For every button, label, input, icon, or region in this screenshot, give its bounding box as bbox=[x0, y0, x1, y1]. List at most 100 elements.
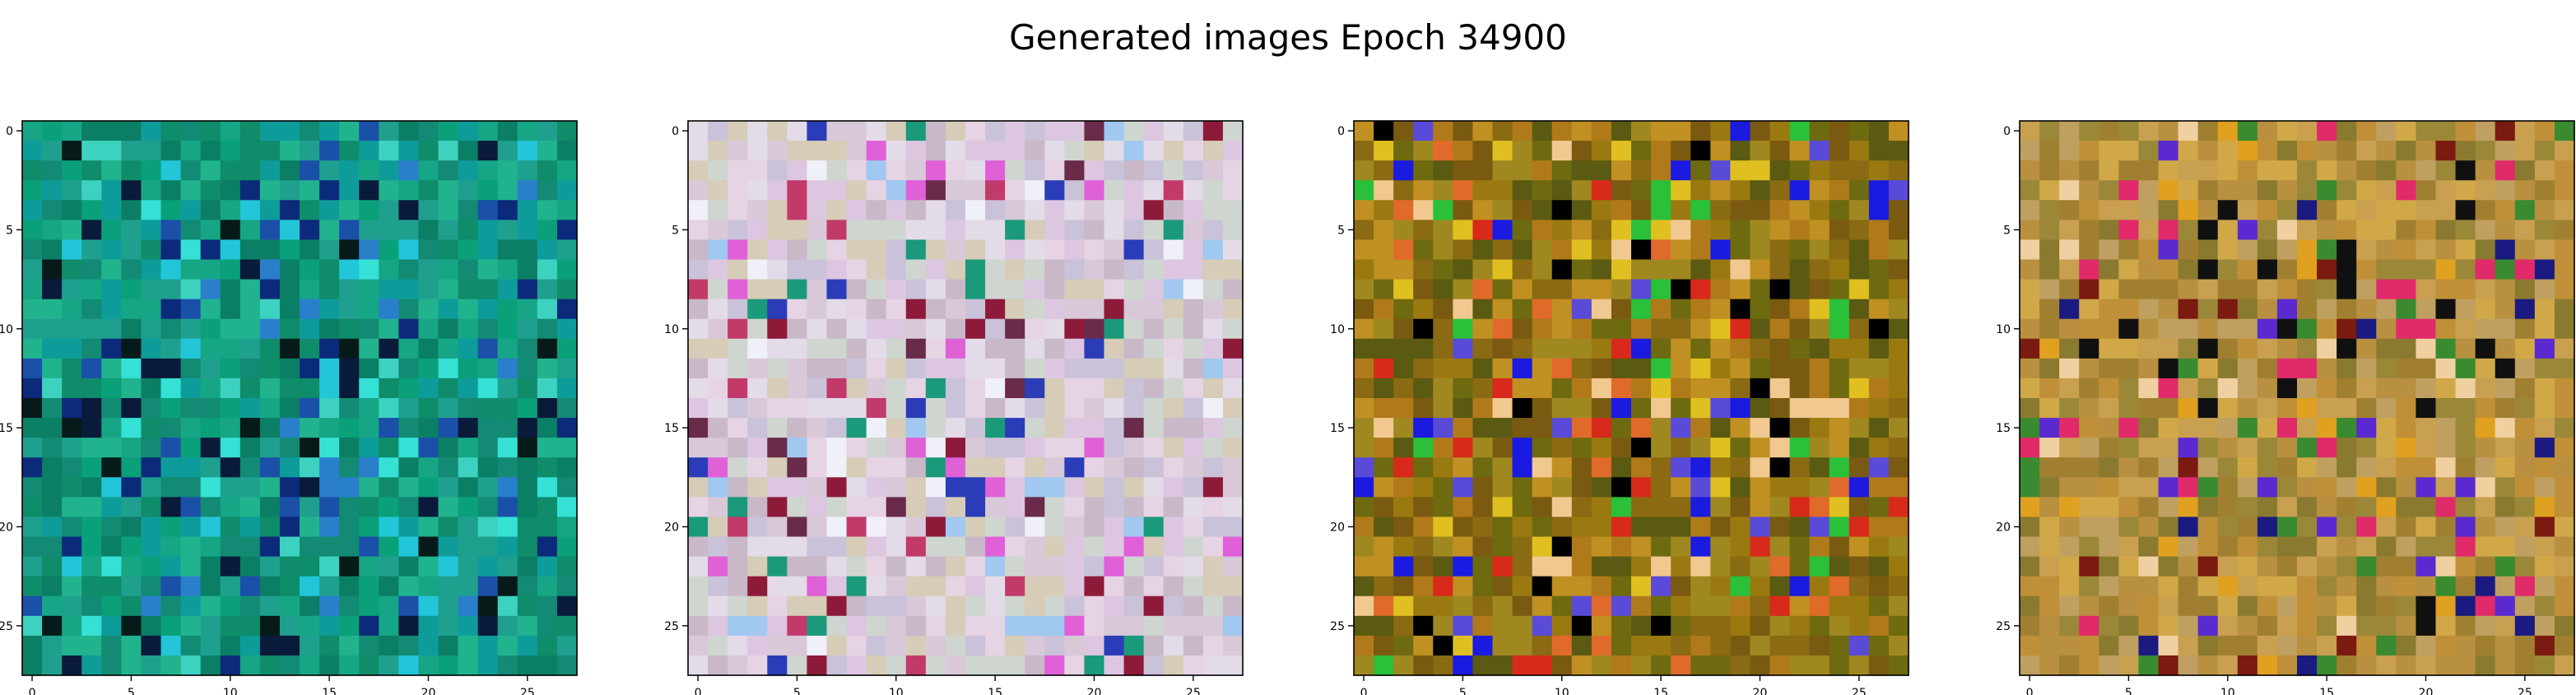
pixel-cell bbox=[1809, 121, 1830, 141]
pixel-cell bbox=[279, 121, 300, 141]
pixel-cell bbox=[1354, 200, 1374, 220]
pixel-cell bbox=[2138, 477, 2160, 498]
pixel-cell bbox=[1005, 259, 1025, 280]
pixel-cell bbox=[2118, 338, 2140, 359]
pixel-cell bbox=[1354, 358, 1374, 379]
pixel-cell bbox=[2475, 121, 2496, 141]
pixel-cell bbox=[160, 418, 182, 438]
pixel-cell bbox=[2099, 318, 2119, 340]
pixel-cell bbox=[1631, 299, 1652, 320]
pixel-cell bbox=[1163, 615, 1184, 637]
pixel-cell bbox=[2079, 259, 2099, 280]
pixel-cell bbox=[239, 121, 261, 141]
pixel-cell bbox=[2217, 299, 2239, 320]
pixel-cell bbox=[259, 497, 281, 518]
pixel-cell bbox=[497, 160, 518, 181]
pixel-cell bbox=[2158, 338, 2179, 359]
pixel-cell bbox=[279, 220, 300, 241]
pixel-cell bbox=[379, 635, 399, 656]
pixel-cell bbox=[985, 477, 1006, 498]
pixel-cell bbox=[2138, 635, 2160, 656]
pixel-cell bbox=[2554, 318, 2575, 340]
pixel-cell bbox=[517, 318, 538, 340]
pixel-cell bbox=[1222, 180, 1244, 201]
pixel-cell bbox=[1064, 141, 1086, 161]
pixel-cell bbox=[1064, 457, 1086, 478]
pixel-cell bbox=[1710, 477, 1731, 498]
pixel-cell bbox=[200, 655, 221, 676]
pixel-cell bbox=[1789, 338, 1811, 359]
pixel-cell bbox=[1690, 121, 1711, 141]
pixel-cell bbox=[1393, 378, 1414, 399]
pixel-cell bbox=[2337, 398, 2357, 419]
pixel-cell bbox=[279, 635, 300, 656]
pixel-cell bbox=[1730, 279, 1751, 300]
pixel-cell bbox=[300, 299, 320, 320]
pixel-cell bbox=[339, 378, 360, 399]
pixel-cell bbox=[1143, 259, 1165, 280]
pixel-cell bbox=[2356, 556, 2377, 577]
pixel-cell bbox=[925, 259, 946, 280]
x-tick-label: 15 bbox=[988, 687, 1002, 695]
pixel-cell bbox=[517, 536, 538, 558]
pixel-cell bbox=[180, 438, 202, 458]
pixel-cell bbox=[787, 141, 808, 161]
pixel-cell bbox=[1064, 220, 1086, 241]
pixel-cell bbox=[379, 259, 399, 280]
pixel-cell bbox=[339, 418, 360, 438]
pixel-cell bbox=[2376, 655, 2397, 676]
pixel-cell bbox=[200, 477, 221, 498]
pixel-cell bbox=[1025, 121, 1045, 141]
pixel-cell bbox=[985, 457, 1006, 478]
pixel-cell bbox=[62, 279, 82, 300]
pixel-cell bbox=[1888, 180, 1909, 201]
pixel-cell bbox=[220, 200, 241, 220]
pixel-cell bbox=[1551, 517, 1573, 538]
pixel-cell bbox=[925, 457, 946, 478]
pixel-cell bbox=[2178, 338, 2199, 359]
pixel-cell bbox=[1492, 160, 1514, 181]
pixel-cell bbox=[1393, 635, 1414, 656]
pixel-cell bbox=[1222, 615, 1244, 637]
pixel-cell bbox=[2138, 338, 2160, 359]
pixel-cell bbox=[767, 536, 788, 558]
pixel-cell bbox=[945, 457, 966, 478]
pixel-cell bbox=[1671, 477, 1691, 498]
pixel-cell bbox=[2138, 457, 2160, 478]
pixel-cell bbox=[925, 576, 946, 597]
pixel-cell bbox=[537, 655, 558, 676]
pixel-cell bbox=[556, 438, 578, 458]
pixel-cell bbox=[1472, 477, 1494, 498]
pixel-cell bbox=[688, 497, 709, 518]
pixel-cell bbox=[42, 338, 63, 359]
pixel-cell bbox=[1532, 338, 1553, 359]
pixel-cell bbox=[1651, 615, 1672, 637]
pixel-cell bbox=[1591, 378, 1612, 399]
pixel-cell bbox=[747, 220, 768, 241]
pixel-cell bbox=[826, 180, 848, 201]
pixel-cell bbox=[688, 318, 709, 340]
pixel-cell bbox=[517, 299, 538, 320]
pixel-cell bbox=[1789, 358, 1811, 379]
pixel-cell bbox=[2237, 279, 2258, 300]
pixel-cell bbox=[1354, 220, 1374, 241]
pixel-cell bbox=[1651, 457, 1672, 478]
pixel-cell bbox=[886, 536, 907, 558]
pixel-cell bbox=[1183, 160, 1204, 181]
pixel-cell bbox=[477, 457, 499, 478]
pixel-cell bbox=[2554, 536, 2575, 558]
pixel-cell bbox=[1631, 497, 1652, 518]
pixel-cell bbox=[537, 517, 558, 538]
pixel-cell bbox=[985, 239, 1006, 261]
pixel-cell bbox=[160, 536, 182, 558]
pixel-cell bbox=[1512, 418, 1533, 438]
pixel-cell bbox=[2396, 556, 2417, 577]
pixel-cell bbox=[1750, 220, 1771, 241]
pixel-cell bbox=[319, 576, 340, 597]
pixel-cell bbox=[2118, 595, 2140, 617]
pixel-cell bbox=[1829, 358, 1850, 379]
pixel-cell bbox=[1374, 497, 1394, 518]
pixel-cell bbox=[2356, 576, 2377, 597]
pixel-cell bbox=[1472, 536, 1494, 558]
pixel-cell bbox=[1789, 438, 1811, 458]
